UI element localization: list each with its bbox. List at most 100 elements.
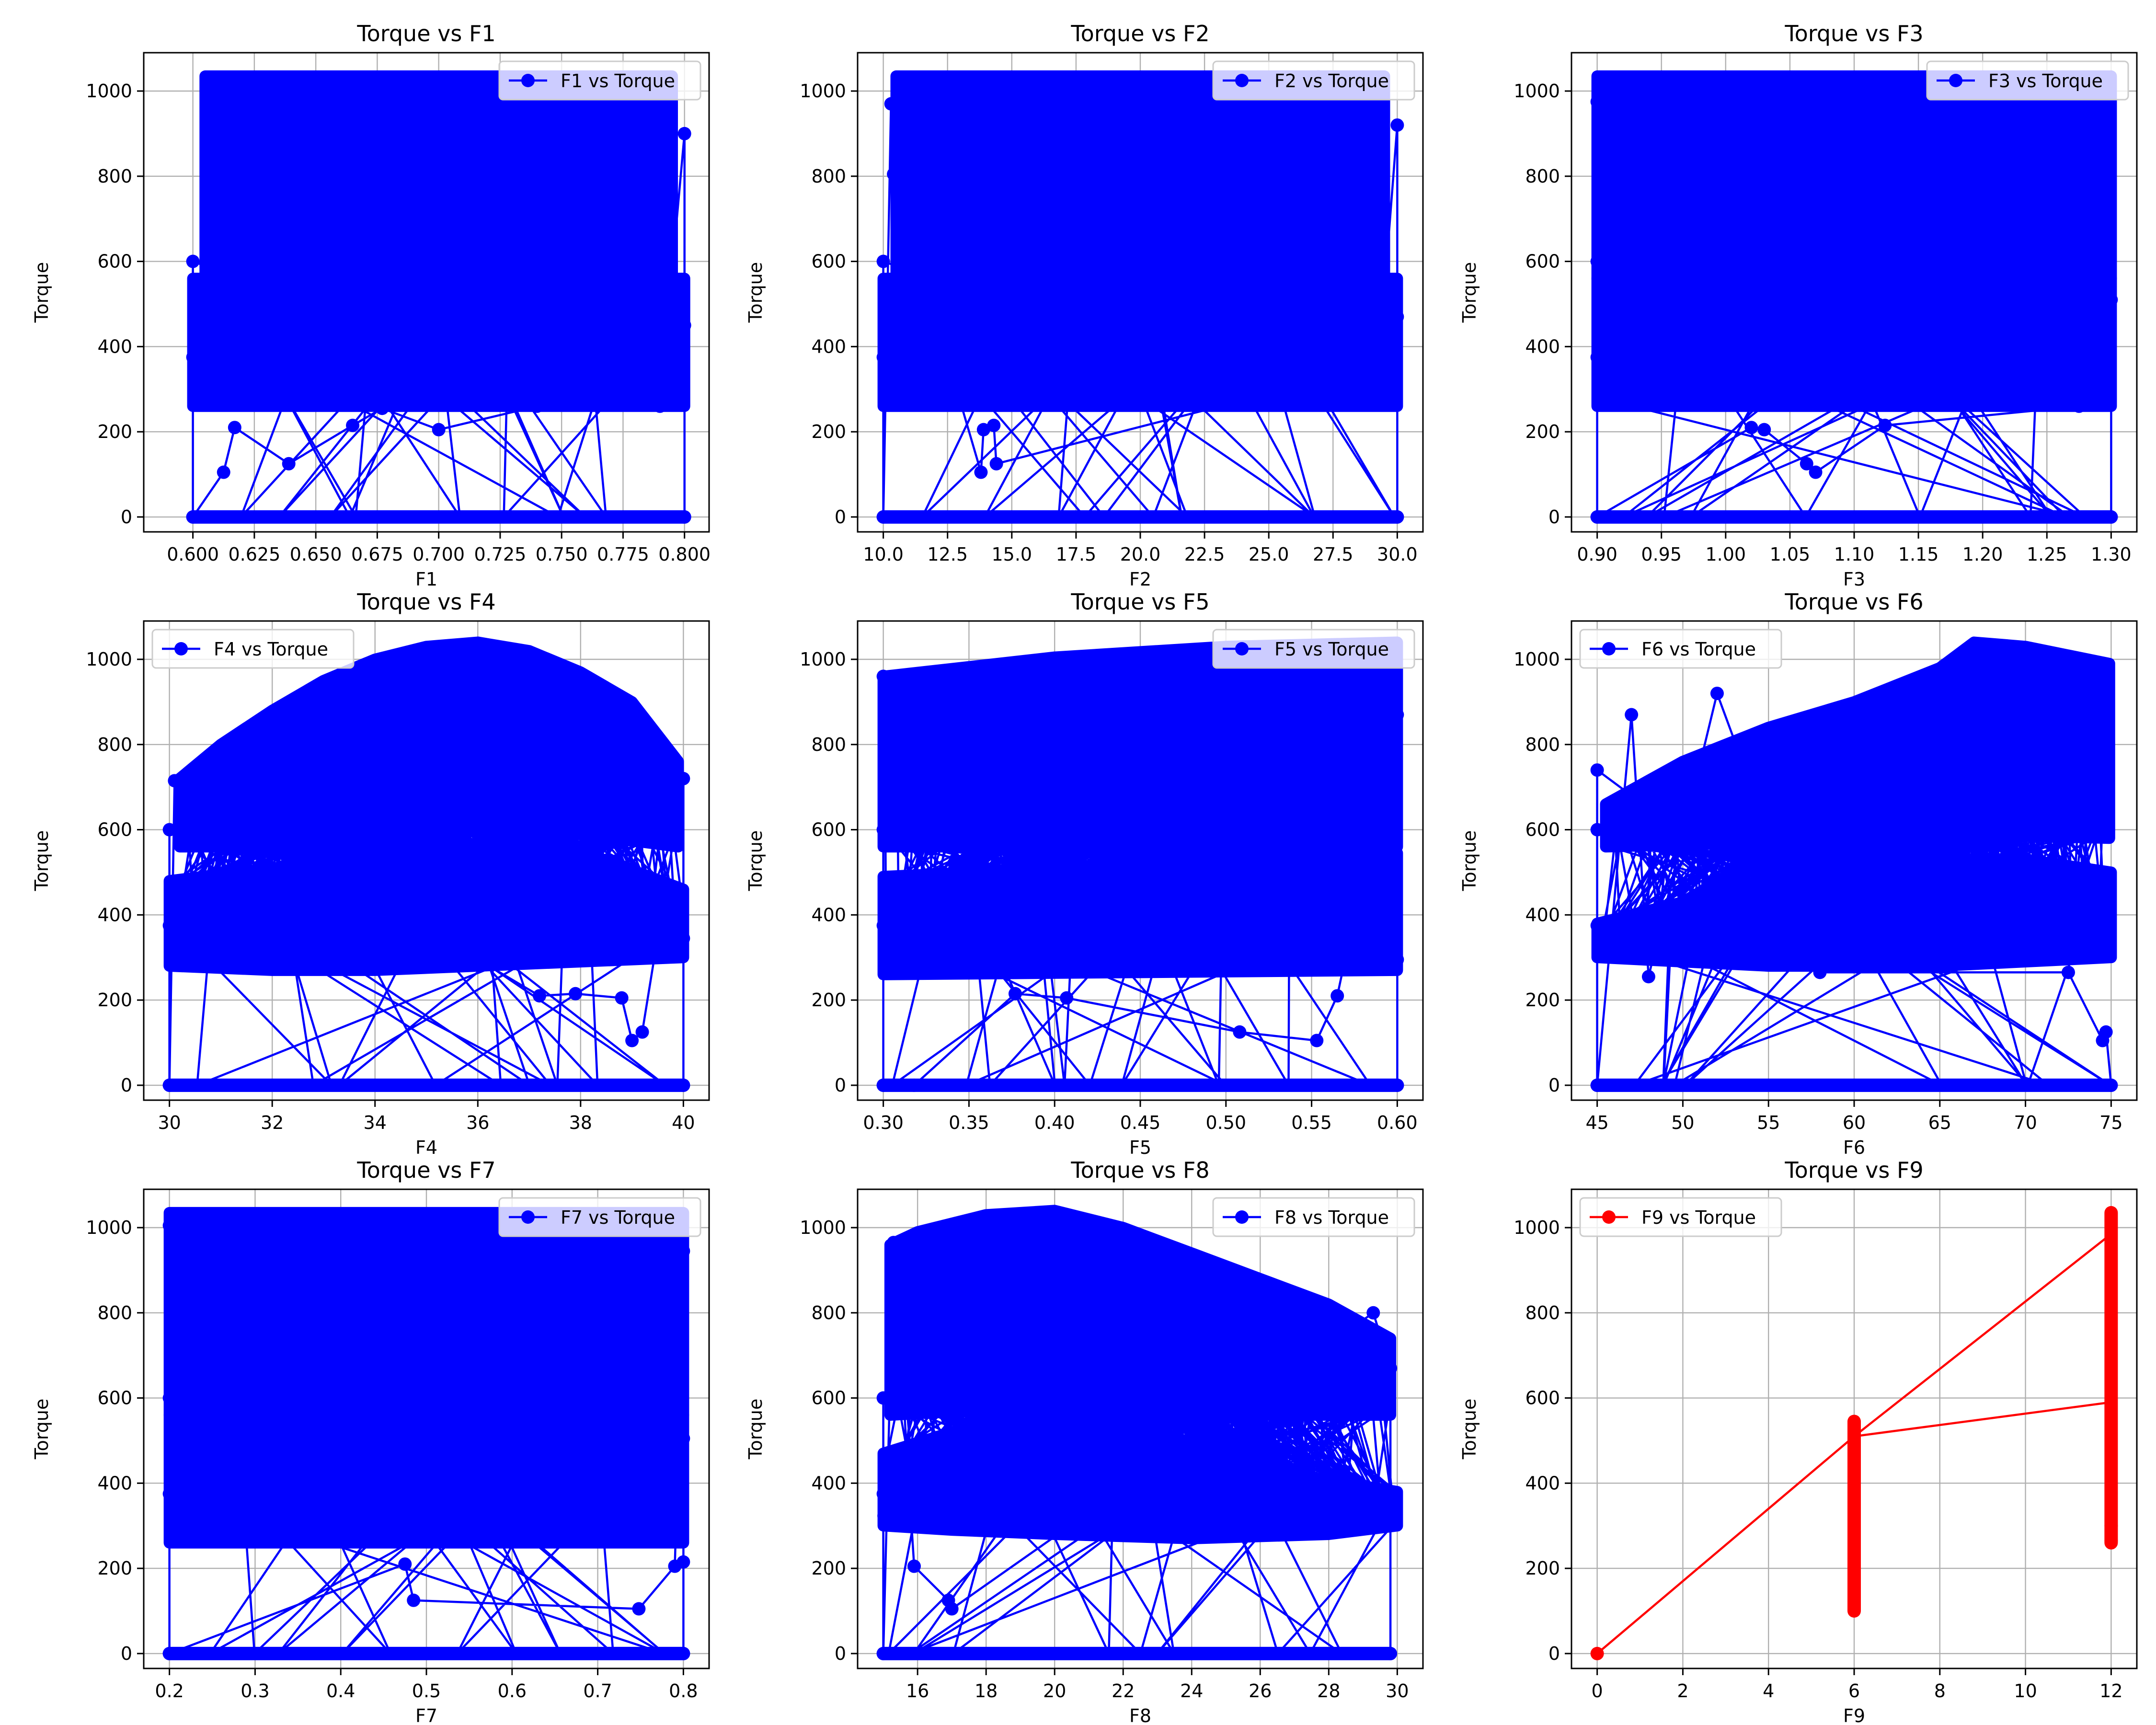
series-f1-vs-torque (186, 70, 691, 524)
legend-label: F4 vs Torque (214, 639, 328, 660)
data-point (282, 457, 296, 471)
data-point (876, 1487, 890, 1501)
y-tick-label: 200 (811, 421, 846, 442)
data-point (162, 1219, 176, 1232)
data-point (241, 379, 254, 392)
subplot-5: 0.30 0.35 0.40 0.45 0.50 0.55 0.60 0 200 400 600 80… (745, 589, 1424, 1158)
x-tick-label: 0.60 (1377, 1112, 1418, 1133)
data-point (605, 208, 619, 222)
y-tick-label: 600 (1525, 1388, 1560, 1409)
x-tick-label: 0.625 (228, 544, 280, 565)
x-tick-label: 0.3 (241, 1680, 269, 1702)
subplot-6: 45 50 55 60 65 70 75 0 200 400 600 800 1000 Torque vs… (1459, 589, 2138, 1158)
x-axis: 0.2 0.3 0.4 0.5 0.6 0.7 0.8 (155, 1668, 698, 1702)
legend: F9 vs Torque (1579, 1197, 1782, 1237)
data-point (1041, 798, 1055, 812)
subplot-title: Torque vs F9 (1784, 1157, 1923, 1183)
x-tick-label: 50 (1671, 1112, 1694, 1133)
data-point (1878, 418, 1892, 432)
data-point (907, 1559, 921, 1573)
x-axis-label: F3 (1843, 569, 1865, 590)
x-tick-label: 36 (466, 1112, 489, 1133)
y-tick-label: 200 (811, 1558, 846, 1579)
data-point (1754, 957, 1767, 971)
x-tick-label: 22 (1112, 1680, 1135, 1702)
data-point (1247, 391, 1260, 404)
dense-marker-region (877, 636, 1403, 853)
y-tick-label: 400 (97, 1472, 132, 1494)
x-tick-label: 0.30 (863, 1112, 904, 1133)
data-point (1663, 393, 1677, 407)
series-f8-vs-torque (876, 1205, 1403, 1660)
data-point (1590, 254, 1604, 268)
x-tick-label: 2 (1677, 1680, 1688, 1702)
x-tick-label: 8 (1934, 1680, 1946, 1702)
x-tick-label: 1.00 (1706, 544, 1746, 565)
y-tick-label: 800 (811, 166, 846, 187)
data-point (255, 714, 269, 728)
y-tick-label: 1000 (86, 649, 132, 670)
y-tick-label: 0 (1548, 506, 1560, 528)
data-point (1135, 1380, 1149, 1394)
legend-label: F8 vs Torque (1274, 1207, 1389, 1228)
data-point (2099, 1025, 2113, 1039)
x-axis: 30 32 34 36 38 40 (158, 1100, 695, 1133)
dense-marker-region (1591, 273, 2117, 412)
data-point (1695, 141, 1709, 155)
data-point (1366, 1306, 1380, 1320)
y-axis: 0 200 400 600 800 1000 (86, 80, 144, 528)
x-tick-label: 27.5 (1313, 544, 1353, 565)
subplot-title: Torque vs F1 (356, 21, 495, 46)
data-point (1872, 866, 1886, 880)
data-point (987, 418, 1001, 432)
data-point (306, 682, 320, 696)
x-tick-label: 40 (672, 1112, 695, 1133)
legend-label: F5 vs Torque (1274, 639, 1389, 660)
subplot-8: 16 18 20 22 24 26 28 30 0 200 400 600 800 1000 Torque … (745, 1157, 1424, 1725)
legend-label: F1 vs Torque (561, 70, 675, 92)
data-point (1073, 1413, 1087, 1427)
data-point (877, 1509, 891, 1523)
x-tick-label: 0.800 (658, 544, 711, 565)
x-tick-label: 0.95 (1641, 544, 1682, 565)
data-point (1340, 392, 1354, 406)
y-tick-label: 600 (97, 1388, 132, 1409)
y-tick-label: 200 (1525, 421, 1560, 442)
x-tick-label: 0.775 (597, 544, 649, 565)
data-point (1705, 745, 1719, 759)
y-tick-label: 1000 (1514, 1217, 1560, 1238)
y-tick-label: 200 (811, 989, 846, 1011)
data-point (162, 1391, 176, 1405)
data-point (1590, 350, 1604, 364)
data-point (162, 1646, 176, 1660)
data-point (217, 465, 230, 479)
x-tick-label: 0 (1592, 1680, 1603, 1702)
series-f4-vs-torque (162, 636, 690, 1092)
data-point (1245, 855, 1259, 869)
x-tick-label: 34 (364, 1112, 387, 1133)
x-tick-label: 0.675 (351, 544, 403, 565)
data-point (1331, 176, 1345, 190)
x-axis-label: F5 (1129, 1137, 1151, 1158)
x-tick-label: 0.7 (583, 1680, 612, 1702)
data-point (1813, 966, 1827, 979)
x-tick-label: 32 (261, 1112, 284, 1133)
data-point (162, 919, 176, 932)
x-tick-label: 28 (1317, 1680, 1340, 1702)
x-tick-label: 70 (2014, 1112, 2037, 1133)
y-tick-label: 0 (121, 1075, 132, 1096)
subplot-9: 0 2 4 6 8 10 12 0 200 400 600 800 1000 Torque vs F9 F9… (1459, 1157, 2138, 1725)
data-point (1829, 95, 1843, 109)
data-point (677, 1078, 690, 1092)
data-point (2104, 1078, 2118, 1092)
data-point (2104, 1519, 2118, 1533)
x-tick-label: 45 (1585, 1112, 1608, 1133)
data-point (979, 369, 993, 383)
legend-marker (521, 1210, 535, 1224)
axes-frame (857, 1188, 1424, 1669)
y-tick-label: 600 (811, 251, 846, 272)
data-point (887, 167, 901, 181)
data-point (162, 1487, 176, 1501)
x-tick-label: 18 (975, 1680, 998, 1702)
